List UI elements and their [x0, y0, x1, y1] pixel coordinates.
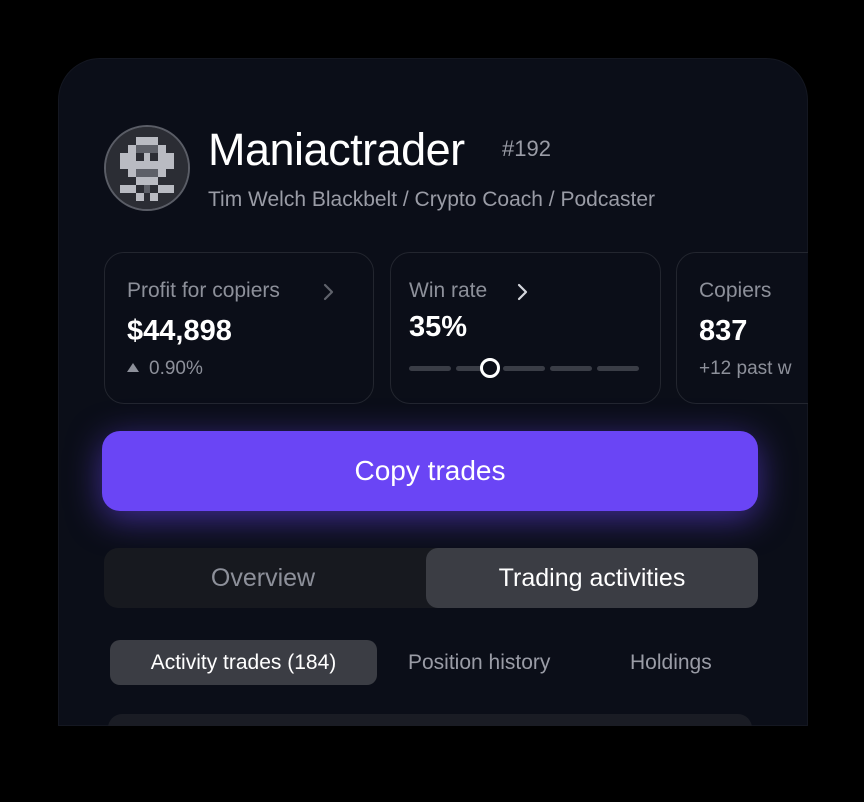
win-rate-meter-segment [503, 366, 545, 371]
tab-overview[interactable]: Overview [210, 564, 316, 592]
win-rate-meter-knob [479, 358, 500, 378]
subtab-holdings[interactable]: Holdings [630, 651, 712, 674]
chevron-right-icon [517, 283, 528, 301]
chevron-right-icon [323, 283, 334, 301]
trader-rank: #192 [502, 136, 551, 161]
copiers-card[interactable]: Copiers 837 +12 past w [676, 252, 808, 404]
tab-trading-activities[interactable]: Trading activities [426, 548, 758, 608]
win-rate-meter-segment [550, 366, 592, 371]
avatar[interactable] [104, 125, 190, 211]
copy-trades-button[interactable]: Copy trades [102, 431, 758, 511]
copiers-change: +12 past w [699, 358, 792, 379]
activity-list-item[interactable] [108, 714, 752, 726]
copiers-value: 837 [699, 315, 748, 347]
win-rate-card[interactable]: Win rate 35% [390, 252, 661, 404]
profile-screen: Maniactrader #192 Tim Welch Blackbelt / … [58, 58, 808, 726]
profit-change-value: 0.90% [149, 358, 203, 379]
subtab-position-history[interactable]: Position history [408, 651, 551, 674]
profit-label: Profit for copiers [127, 279, 280, 302]
win-rate-value: 35% [409, 311, 468, 343]
win-rate-meter-segment [409, 366, 451, 371]
profit-value: $44,898 [127, 315, 232, 347]
pixel-skull-icon [106, 127, 188, 209]
subtab-activity-trades[interactable]: Activity trades (184) [110, 640, 377, 685]
arrow-up-icon [127, 363, 139, 372]
copiers-label: Copiers [699, 279, 772, 302]
tab-bar: Overview Trading activities [104, 548, 758, 608]
win-rate-label: Win rate [409, 279, 488, 302]
profit-card[interactable]: Profit for copiers $44,898 0.90% [104, 252, 374, 404]
trader-name: Maniactrader [208, 124, 465, 175]
win-rate-meter-segment [456, 366, 498, 371]
win-rate-meter-segment [597, 366, 639, 371]
profit-change: 0.90% [127, 358, 203, 380]
trader-bio: Tim Welch Blackbelt / Crypto Coach / Pod… [208, 188, 655, 211]
